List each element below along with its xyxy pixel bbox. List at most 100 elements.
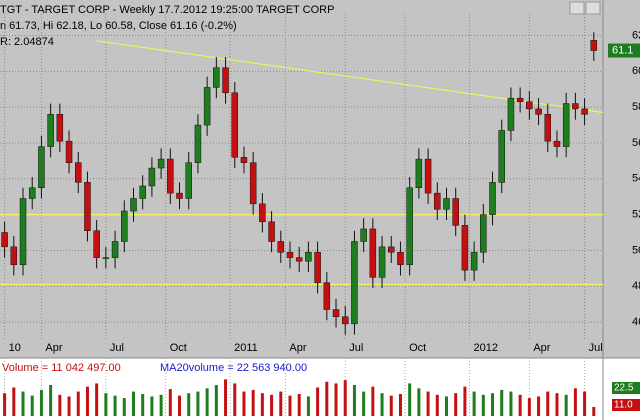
candle-body <box>489 182 496 215</box>
price-tag-label: 61.1 <box>612 44 633 56</box>
x-tick-label: Jul <box>589 342 603 354</box>
volume-tag <box>612 399 640 411</box>
volume-bar <box>30 395 34 416</box>
candle-body <box>148 167 156 187</box>
volume-bar <box>224 379 228 416</box>
volume-bar <box>49 385 53 416</box>
candle-body <box>277 241 285 253</box>
volume-bar <box>491 393 495 416</box>
x-tick-label: Oct <box>409 342 426 354</box>
volume-bar <box>251 389 255 416</box>
y-tick-label: 58 <box>632 101 640 113</box>
x-tick-label: Oct <box>170 342 187 354</box>
y-tick-label: 62 <box>632 29 640 41</box>
volume-bar <box>85 386 89 416</box>
volume-bar <box>131 391 135 416</box>
candle-body <box>443 198 450 210</box>
window-button[interactable] <box>569 1 585 15</box>
y-tick-label: 46 <box>632 316 640 328</box>
volume-bar <box>509 391 513 416</box>
volume-bar <box>371 386 375 416</box>
x-tick-label: 2011 <box>234 342 258 354</box>
candle-body <box>461 225 469 271</box>
x-tick-label: Apr <box>533 342 550 354</box>
candle-body <box>65 140 73 163</box>
volume-bar <box>178 395 182 416</box>
candle-body <box>388 246 395 253</box>
volume-bar <box>104 393 108 416</box>
candle-body <box>240 157 248 163</box>
candle-body <box>295 257 303 262</box>
volume-bar <box>592 407 596 416</box>
volume-bar <box>546 391 550 416</box>
candle-body <box>121 210 128 242</box>
volume-tag-label: 11.0 <box>614 400 633 411</box>
volume-bar <box>205 388 209 416</box>
volume-bar <box>187 393 191 416</box>
candle-body <box>323 282 331 310</box>
volume-bar <box>270 394 274 416</box>
volume-tag-label: 22.5 <box>614 383 634 394</box>
candle-body <box>360 228 367 242</box>
candle-body <box>38 146 45 188</box>
volume-bar <box>537 396 541 416</box>
volume-bar <box>417 388 421 416</box>
candle-body <box>75 162 82 183</box>
candle-body <box>231 92 239 158</box>
candle-body <box>10 246 18 266</box>
candle-body <box>249 162 257 205</box>
volume-bar <box>297 394 301 416</box>
y-tick-label: 48 <box>632 280 640 292</box>
volume-bar <box>21 391 25 416</box>
candle-body <box>369 228 377 278</box>
candle-body <box>130 198 137 212</box>
chart-title: TGT - TARGET CORP - Weekly 17.7.2012 19:… <box>0 4 334 16</box>
volume-bar <box>527 398 531 416</box>
volume-bar <box>12 387 16 416</box>
candle-body <box>470 251 478 271</box>
candle-body <box>526 101 533 110</box>
candle-body <box>507 97 515 131</box>
candle-body <box>562 103 570 147</box>
candle-body <box>553 140 561 147</box>
volume-bar <box>159 394 163 416</box>
volume-bar <box>454 393 458 416</box>
window-button[interactable] <box>585 1 601 15</box>
candle-body <box>102 257 110 259</box>
volume-bar <box>67 396 71 416</box>
x-tick-label: Apr <box>289 342 306 354</box>
volume-bar <box>472 391 476 416</box>
candle-body <box>47 114 54 147</box>
volume-bar <box>564 394 568 416</box>
volume-bar <box>435 394 439 416</box>
y-tick-label: 60 <box>632 65 640 77</box>
volume-bar <box>583 391 587 416</box>
volume-bar <box>334 383 338 416</box>
candle-body <box>93 230 100 258</box>
volume-bar <box>389 395 393 416</box>
volume-bar <box>233 383 237 416</box>
candle-body <box>581 108 588 115</box>
volume-bar <box>122 398 126 416</box>
volume-bar <box>426 391 430 416</box>
candle-body <box>203 87 211 126</box>
candle-body <box>194 124 202 163</box>
candle-body <box>516 97 524 103</box>
volume-bar <box>95 383 99 416</box>
candle-body <box>157 158 165 169</box>
candle-body <box>535 108 542 115</box>
volume-bar <box>573 388 577 416</box>
candle-body <box>590 40 598 51</box>
volume-bar <box>463 386 467 416</box>
candle-body <box>19 198 27 266</box>
volume-bar <box>481 394 485 416</box>
candle-body <box>185 162 192 199</box>
volume-bar <box>316 387 320 416</box>
candle-body <box>480 214 487 253</box>
volume-bar <box>444 396 448 416</box>
candle-body <box>314 251 321 283</box>
candle-body <box>378 246 386 278</box>
candle-body <box>176 192 183 199</box>
candle-body <box>452 198 459 226</box>
